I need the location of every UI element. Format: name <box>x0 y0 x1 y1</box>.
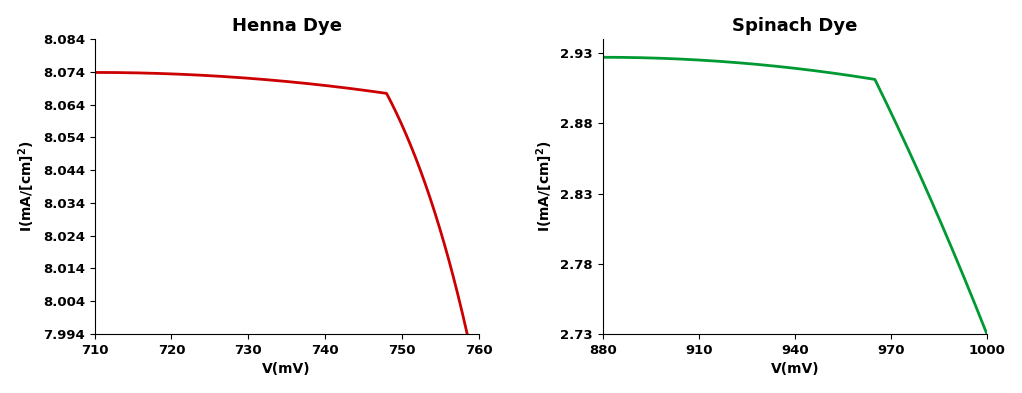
X-axis label: V(mV): V(mV) <box>771 362 820 376</box>
Y-axis label: $\mathbf{I(mA/[cm]^{2})}$: $\mathbf{I(mA/[cm]^{2})}$ <box>16 141 37 232</box>
Y-axis label: $\mathbf{I(mA/[cm]^{2})}$: $\mathbf{I(mA/[cm]^{2})}$ <box>535 141 555 232</box>
Title: Henna Dye: Henna Dye <box>232 17 341 35</box>
X-axis label: V(mV): V(mV) <box>263 362 311 376</box>
Title: Spinach Dye: Spinach Dye <box>732 17 857 35</box>
